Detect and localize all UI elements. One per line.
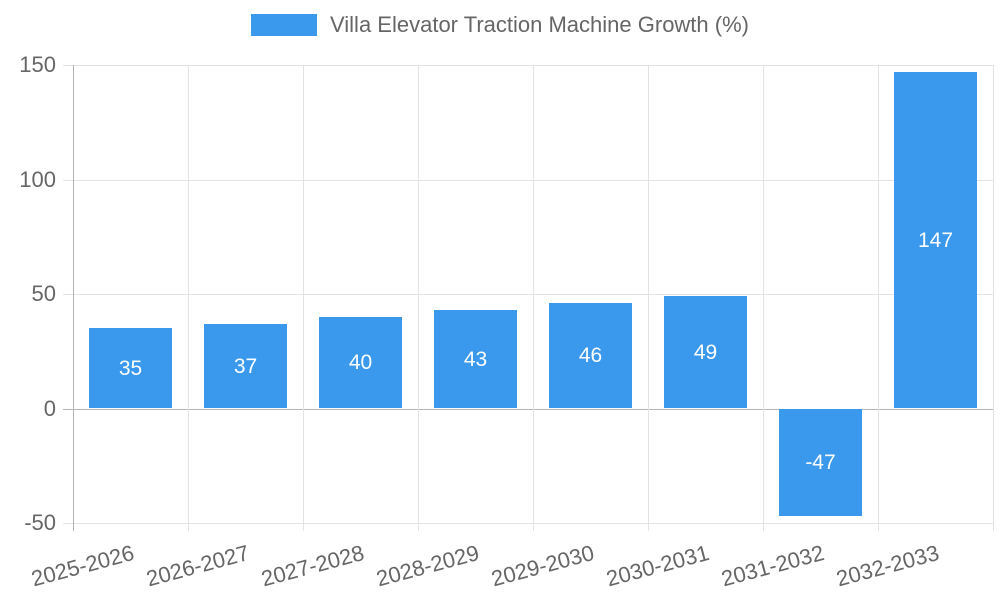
x-axis-label: 2030-2031	[603, 540, 712, 592]
v-gridline	[533, 65, 534, 531]
v-gridline	[188, 65, 189, 531]
v-gridline	[878, 65, 879, 531]
x-axis-label: 2025-2026	[28, 540, 137, 592]
y-axis-label: 150	[19, 52, 56, 77]
x-axis-label: 2029-2030	[488, 540, 597, 592]
h-gridline	[63, 523, 993, 524]
legend-label: Villa Elevator Traction Machine Growth (…	[330, 12, 749, 37]
bar[interactable]: 43	[434, 310, 517, 409]
bar[interactable]: 49	[664, 296, 747, 409]
bar-value-label: 35	[118, 356, 143, 380]
v-gridline	[763, 65, 764, 531]
v-gridline	[418, 65, 419, 531]
bar-value-label: -47	[805, 450, 836, 474]
x-axis-label: 2026-2027	[143, 540, 252, 592]
y-axis-label: -50	[24, 510, 56, 535]
bar-value-label: 43	[463, 347, 488, 371]
y-axis-line	[73, 65, 74, 531]
bar-value-label: 49	[693, 340, 718, 364]
bar[interactable]: 46	[549, 303, 632, 409]
bar[interactable]: -47	[779, 408, 862, 517]
v-gridline	[993, 65, 994, 531]
y-axis-label: 50	[31, 281, 56, 306]
bar[interactable]: 147	[894, 71, 977, 409]
y-axis-label: 0	[43, 395, 56, 421]
x-axis-label: 2031-2032	[718, 540, 827, 592]
legend-swatch	[251, 14, 318, 36]
bar-value-label: 147	[917, 228, 954, 252]
bar[interactable]: 37	[204, 323, 287, 409]
x-axis-label: 2032-2033	[833, 540, 942, 592]
bar-value-label: 40	[348, 351, 373, 375]
bar-value-label: 37	[233, 354, 258, 378]
bar[interactable]: 40	[319, 316, 402, 409]
v-gridline	[303, 65, 304, 531]
h-gridline	[63, 294, 993, 295]
y-axis-label: 100	[19, 166, 56, 192]
bar[interactable]: 35	[89, 328, 172, 409]
x-axis-label: 2028-2029	[373, 540, 482, 592]
zero-line	[63, 408, 993, 410]
bar-value-label: 46	[578, 344, 603, 368]
x-axis-label: 2027-2028	[258, 540, 367, 592]
h-gridline	[63, 65, 993, 66]
v-gridline	[648, 65, 649, 531]
h-gridline	[63, 179, 993, 181]
legend-item[interactable]: Villa Elevator Traction Machine Growth (…	[251, 14, 749, 36]
